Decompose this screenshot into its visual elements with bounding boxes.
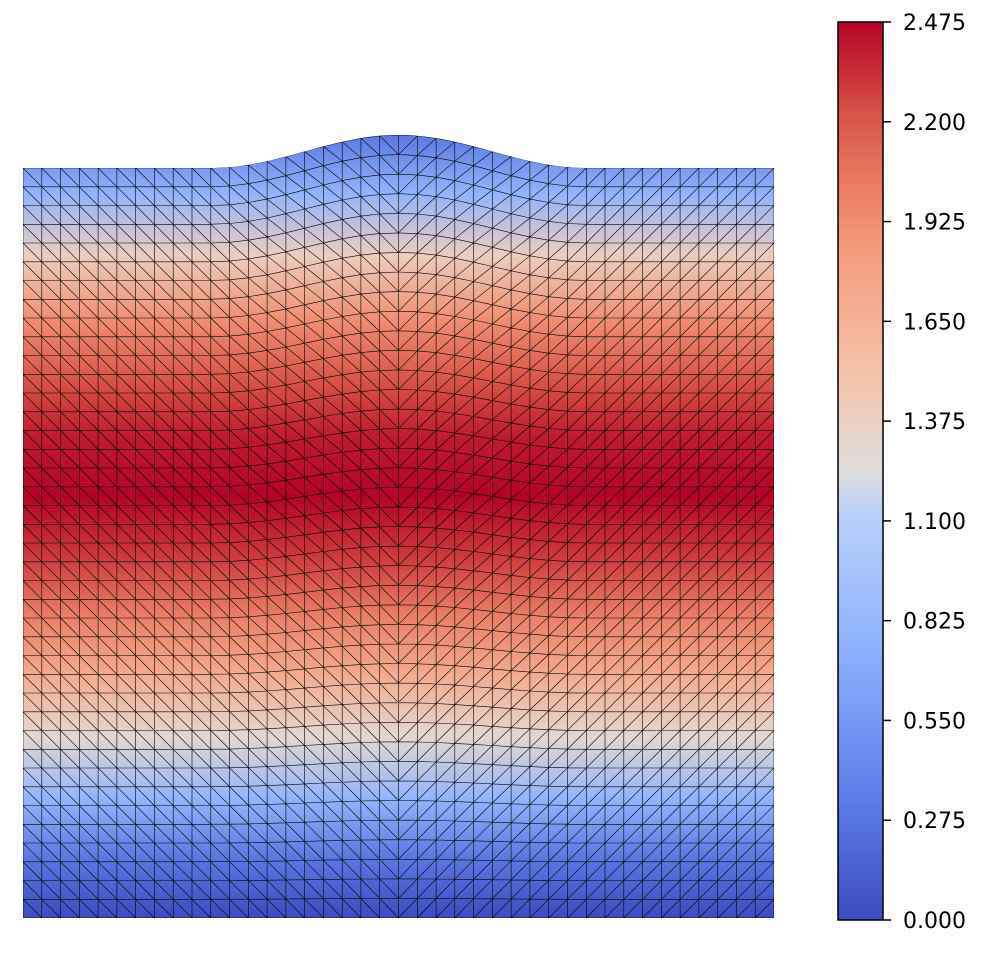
colorbar-tick-label: 1.375: [903, 410, 966, 435]
colorbar-tick-label: 0.825: [903, 610, 966, 635]
colorbar-tick-label: 0.275: [903, 809, 966, 834]
colorbar-ticks: 0.000 0.275 0.550 0.825 1.100 1.375 1.650 1.925…: [883, 11, 966, 934]
colorbar-tick-label: 1.650: [903, 310, 966, 335]
colorbar: 0.000 0.275 0.550 0.825 1.100 1.375 1.650 1.925…: [837, 11, 966, 934]
colorbar-tick-label: 2.200: [903, 111, 966, 136]
colorbar-tick-label: 1.925: [903, 211, 966, 236]
colorbar-tick-label: 0.550: [903, 709, 966, 734]
colorbar-tick-label: 1.100: [903, 510, 966, 535]
triangular-mesh: [23, 135, 774, 918]
mesh-lines: [23, 135, 774, 918]
colorbar-tick-label: 2.475: [903, 11, 966, 36]
colorbar-scale: [837, 21, 884, 921]
colorbar-tick-label: 0.000: [903, 909, 966, 934]
plot-area: [23, 135, 774, 918]
